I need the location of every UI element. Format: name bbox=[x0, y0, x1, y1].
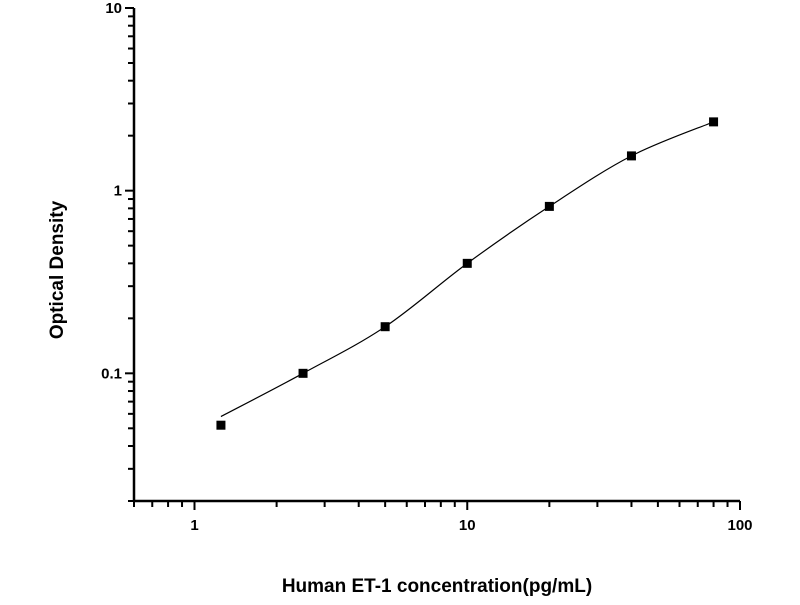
x-axis-label: Human ET-1 concentration(pg/mL) bbox=[282, 576, 592, 597]
y-tick-label: 0.1 bbox=[101, 365, 122, 382]
x-tick-label: 10 bbox=[459, 517, 476, 534]
data-point bbox=[380, 322, 390, 332]
x-tick-label: 1 bbox=[190, 517, 198, 534]
data-point bbox=[709, 117, 719, 127]
y-tick-label: 1 bbox=[114, 183, 122, 200]
data-point bbox=[544, 201, 554, 211]
data-marks bbox=[216, 117, 719, 430]
y-tick-label: 10 bbox=[105, 0, 122, 17]
data-point bbox=[216, 420, 226, 430]
fit-curve bbox=[220, 121, 714, 418]
data-point bbox=[462, 258, 472, 268]
x-tick-label: 100 bbox=[727, 517, 752, 534]
data-point bbox=[298, 368, 308, 378]
y-axis-label: Optical Density bbox=[47, 200, 68, 339]
axes bbox=[132, 8, 740, 503]
data-point bbox=[626, 151, 636, 161]
ticks: 1 10 100 0.1 1 10 bbox=[101, 0, 752, 534]
